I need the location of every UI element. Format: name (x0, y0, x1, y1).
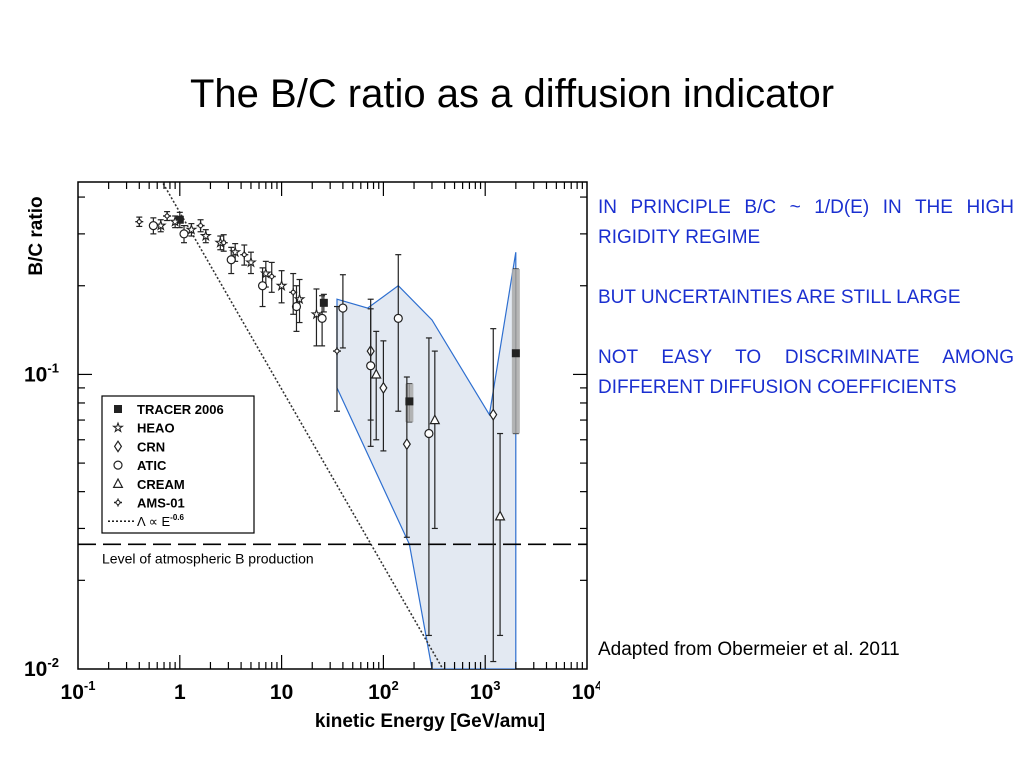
x-tick-label-sup: -1 (84, 678, 96, 693)
y-tick-label: 10-2 (24, 655, 59, 681)
x-tick-label: 10 (270, 681, 293, 704)
point-crn (489, 408, 498, 421)
x-tick-label: 104 (572, 678, 600, 704)
point-atic (291, 301, 302, 312)
point-tracer-2006 (175, 215, 184, 224)
point-ams-01-core (198, 223, 204, 229)
point-ams-01-core (164, 213, 170, 219)
point-heao (185, 223, 198, 235)
legend-star-icon (111, 421, 125, 433)
point-cream (370, 368, 382, 379)
point-crn (402, 437, 411, 451)
point-ams-01-core (269, 273, 275, 280)
point-atic (226, 255, 236, 265)
point-heao (199, 229, 212, 242)
point-ams-01-core (290, 289, 296, 295)
legend-box (101, 395, 255, 534)
point-heao (275, 279, 288, 291)
point-cream (494, 510, 506, 521)
legend-label: TRACER 2006 (137, 402, 224, 417)
legend-open-cross-icon-core (115, 499, 121, 506)
note-principle: IN PRINCIPLE B/C ~ 1/D(E) IN THE HIGH RI… (598, 197, 1014, 248)
legend-open-triangle-icon (112, 477, 124, 488)
point-cream (429, 413, 441, 425)
point-atic (179, 229, 189, 239)
point-atic (257, 281, 268, 291)
y-tick-label-sup: -1 (47, 360, 59, 375)
x-tick-label-sup: 3 (493, 678, 500, 693)
legend-label: AMS-01 (137, 496, 185, 511)
y-tick-label: 10-1 (24, 360, 59, 386)
point-heao (244, 256, 257, 268)
point-atic (148, 221, 158, 231)
point-heao (229, 245, 242, 258)
slide-title: The B/C ratio as a diffusion indicator (189, 72, 835, 116)
x-tick-label: 1 (174, 681, 186, 704)
point-heao (310, 307, 323, 320)
y-axis-label: B/C ratio (26, 196, 47, 275)
legend-label: CREAM (137, 477, 185, 492)
point-ams-01-core (241, 252, 247, 258)
point-atic (366, 361, 376, 371)
point-tracer-2006 (319, 298, 328, 307)
x-tick-label: 10-1 (61, 678, 96, 704)
legend-label: ATIC (137, 458, 167, 473)
x-tick-label-sup: 2 (391, 678, 398, 693)
legend-fit-sup: -0.6 (170, 513, 184, 522)
point-atic (317, 313, 327, 323)
point-ams-01-core (136, 219, 142, 225)
point-atic (338, 303, 348, 313)
notes-panel: IN PRINCIPLE B/C ~ 1/D(E) IN THE HIGH RI… (598, 193, 1014, 433)
point-tracer-2006 (511, 349, 520, 358)
x-tick-label: 103 (470, 678, 501, 704)
legend-open-diamond-icon (113, 440, 123, 453)
legend-label: HEAO (137, 421, 175, 436)
point-ams-01-core (334, 348, 340, 354)
point-atic (424, 428, 434, 439)
x-axis-label: kinetic Energy [GeV/amu] (315, 711, 545, 732)
point-tracer-2006 (405, 397, 414, 406)
note-uncertainties: BUT UNCERTAINTIES ARE STILL LARGE (598, 287, 961, 308)
point-crn (379, 381, 388, 395)
uncertainty-band (336, 252, 517, 669)
legend-filled-square-icon (114, 405, 122, 413)
point-atic (393, 313, 403, 323)
point-ams-01-core (221, 240, 227, 246)
y-tick-label-sup: -2 (47, 655, 59, 670)
legend-open-circle-icon (113, 460, 123, 470)
atmospheric-level-label: Level of atmospheric B production (102, 550, 314, 566)
note-discriminate: NOT EASY TO DISCRIMINATE AMONG DIFFERENT… (598, 347, 1014, 398)
x-tick-label-sup: 4 (595, 678, 600, 693)
legend-label: CRN (137, 439, 165, 454)
x-tick-label: 102 (368, 678, 399, 704)
source-credit: Adapted from Obermeier et al. 2011 (598, 639, 900, 660)
point-heao (169, 215, 182, 227)
